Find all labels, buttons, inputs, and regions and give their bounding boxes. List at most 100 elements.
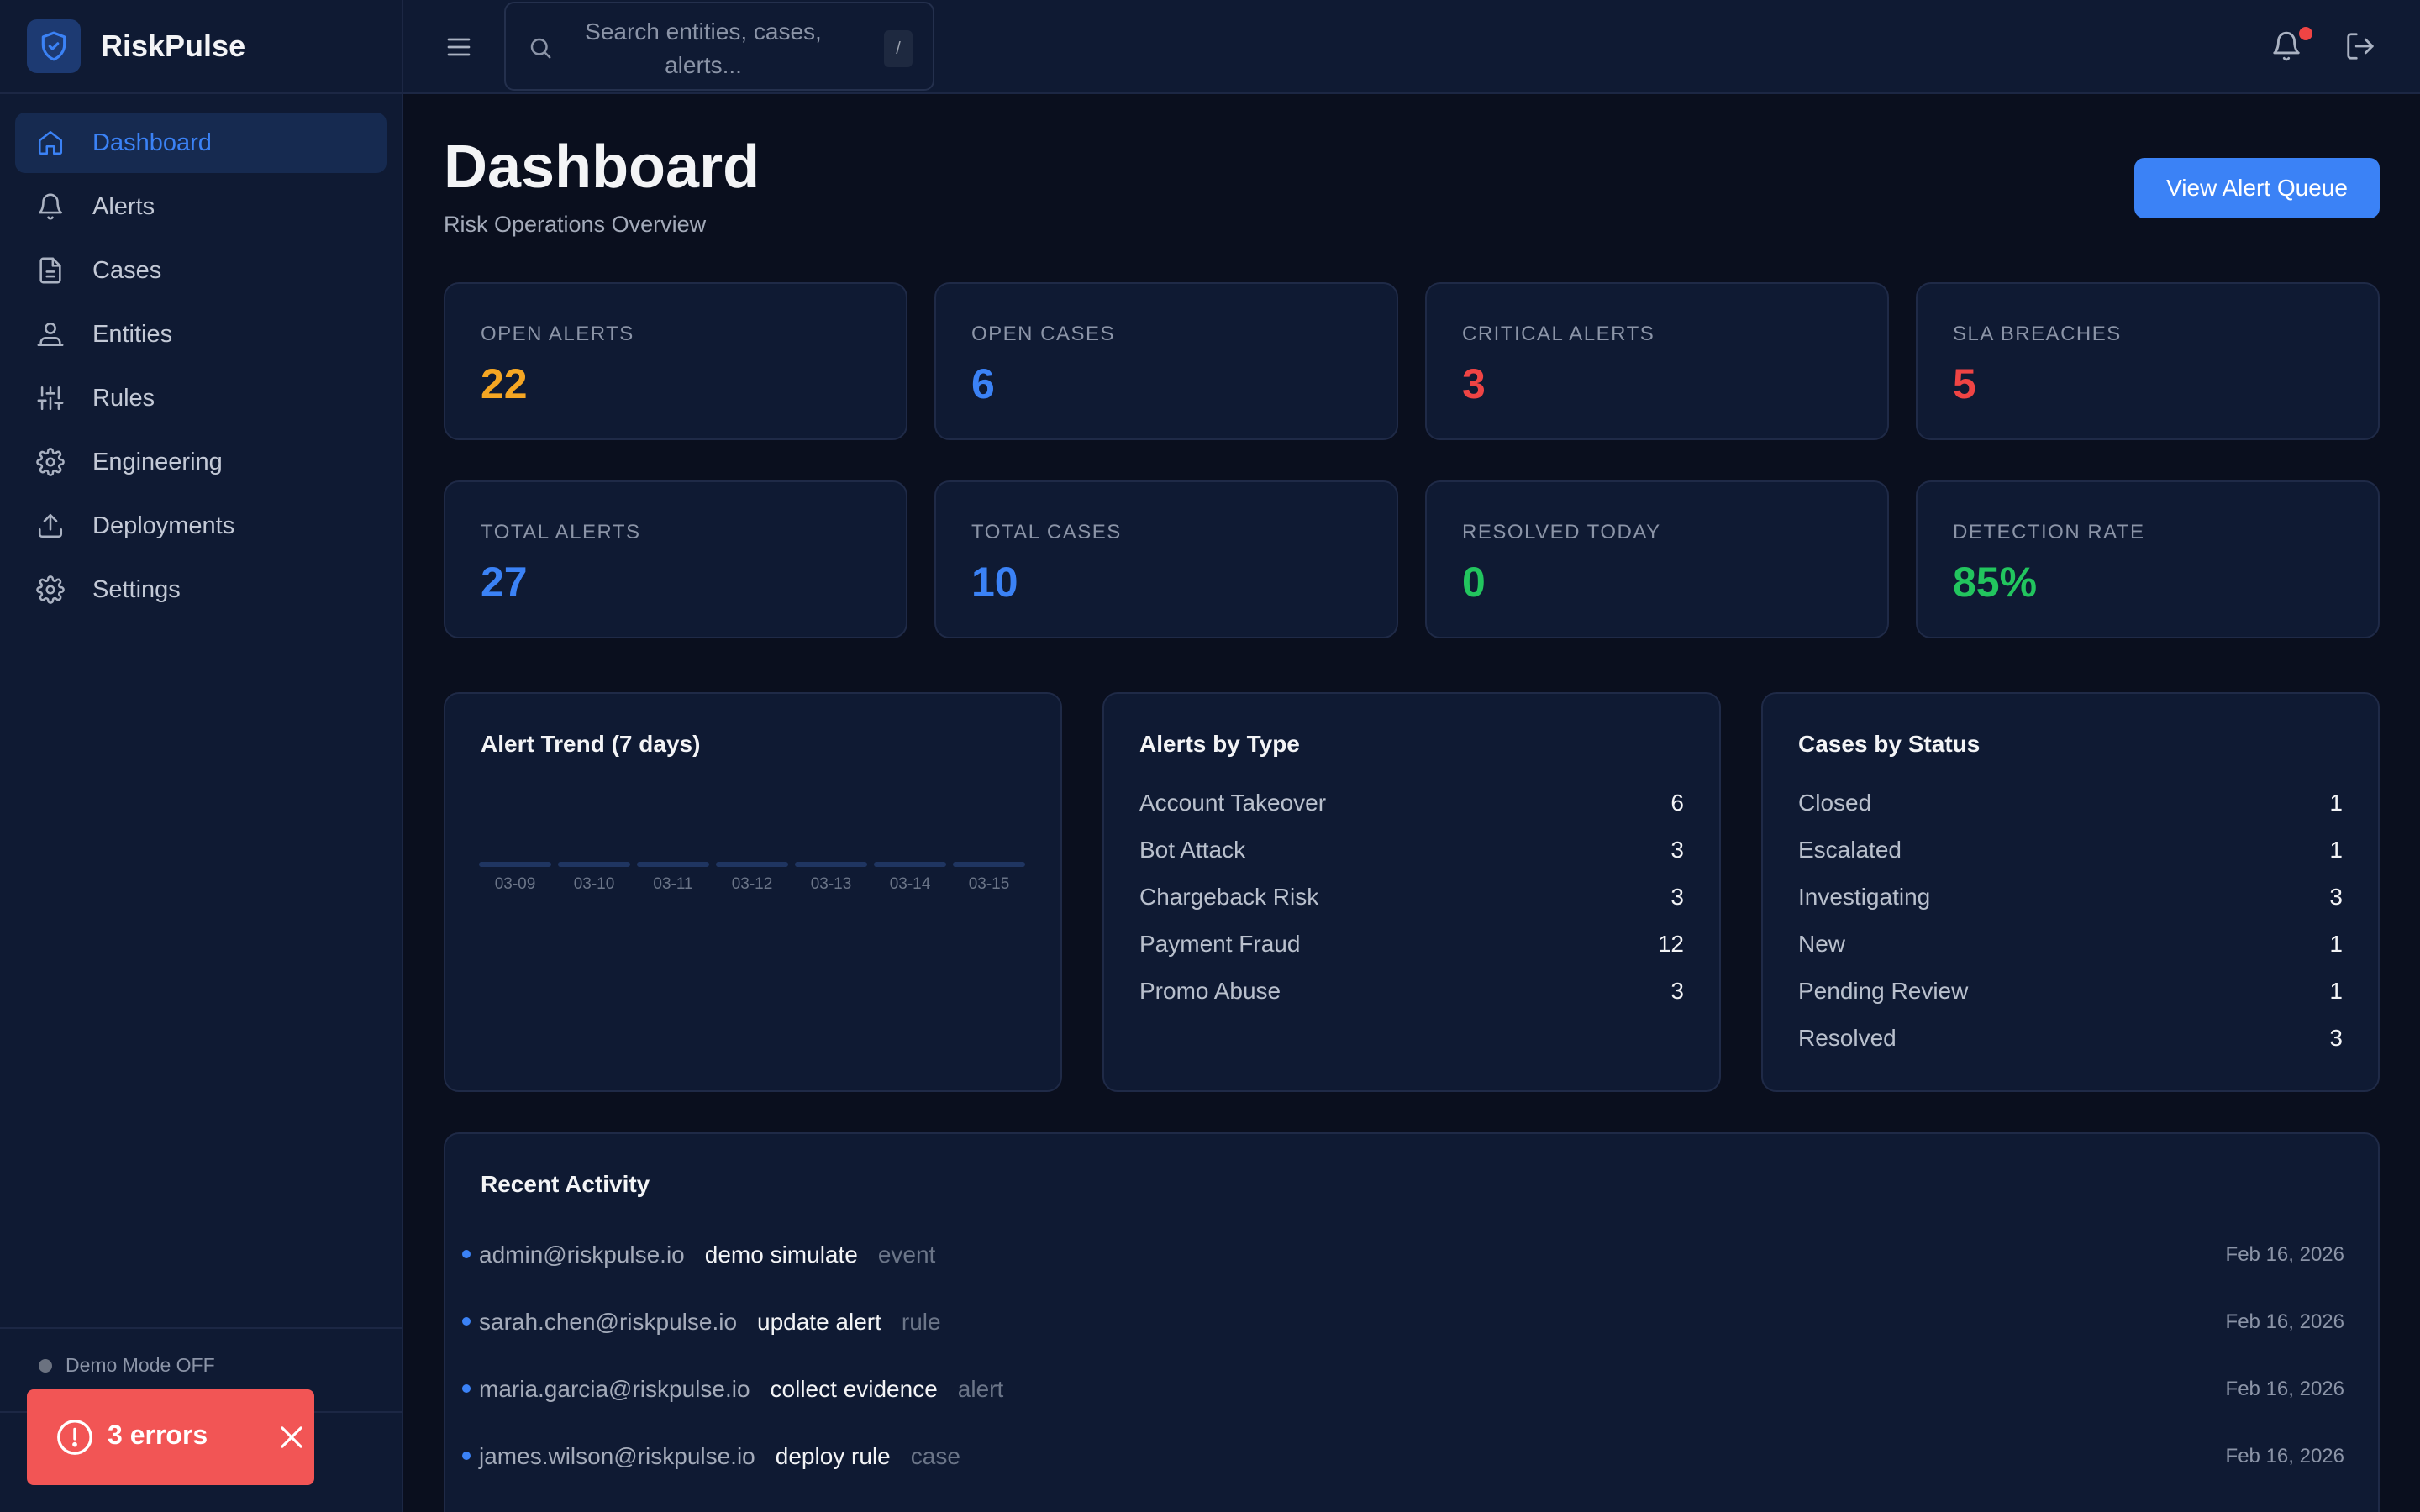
item-label: Pending Review (1798, 978, 1969, 1004)
view-alert-queue-button[interactable]: View Alert Queue (2134, 158, 2380, 218)
gear-icon (35, 575, 66, 605)
stat-label: OPEN ALERTS (481, 323, 634, 345)
list-item: New 1 (1798, 931, 2343, 964)
trend-day-label: 03-11 (653, 875, 693, 893)
stat-card-open-alerts[interactable]: OPEN ALERTS 22 (444, 282, 908, 440)
activity-action: deploy rule (775, 1443, 891, 1469)
item-count: 3 (2329, 884, 2343, 910)
trend-bar (479, 862, 551, 867)
topbar: Search entities, cases, alerts... / (403, 0, 2420, 94)
panel-title: Recent Activity (481, 1171, 650, 1197)
logout-icon[interactable] (2344, 30, 2378, 64)
sliders-icon (35, 383, 66, 413)
item-count: 12 (1657, 931, 1684, 957)
error-toast[interactable]: 3 errors (27, 1389, 314, 1485)
demo-mode-toggle[interactable]: Demo Mode OFF (39, 1354, 215, 1377)
stat-label: CRITICAL ALERTS (1462, 323, 1655, 345)
sidebar-item-label: Cases (92, 256, 162, 284)
activity-row[interactable]: maria.garcia@riskpulse.io collect eviden… (462, 1371, 2344, 1408)
activity-type: case (910, 1443, 960, 1469)
list-item: Escalated 1 (1798, 837, 2343, 870)
item-label: Payment Fraud (1139, 931, 1301, 957)
alerts-by-type-panel: Alerts by Type Account Takeover 6 Bot At… (1102, 692, 1721, 1092)
activity-user: maria.garcia@riskpulse.io (479, 1376, 750, 1402)
stat-card-critical-alerts[interactable]: CRITICAL ALERTS 3 (1425, 282, 1889, 440)
item-count: 6 (1670, 790, 1684, 816)
sidebar-item-label: Deployments (92, 512, 235, 539)
notification-badge (2299, 27, 2312, 40)
stat-card-open-cases[interactable]: OPEN CASES 6 (934, 282, 1398, 440)
stat-card-total-alerts[interactable]: TOTAL ALERTS 27 (444, 480, 908, 638)
activity-row[interactable]: james.wilson@riskpulse.io deploy rule ca… (462, 1438, 2344, 1475)
page-title: Dashboard (444, 134, 760, 201)
trend-day-label: 03-10 (573, 875, 615, 893)
stat-card-sla-breaches[interactable]: SLA BREACHES 5 (1916, 282, 2380, 440)
stat-card-resolved-today[interactable]: RESOLVED TODAY 0 (1425, 480, 1889, 638)
stat-label: TOTAL ALERTS (481, 521, 641, 543)
close-icon[interactable] (276, 1421, 308, 1457)
recent-activity-panel: Recent Activity (444, 1132, 2380, 1512)
stat-card-detection-rate[interactable]: DETECTION RATE 85% (1916, 480, 2380, 638)
item-label: Closed (1798, 790, 1872, 816)
item-label: Chargeback Risk (1139, 884, 1319, 910)
sidebar-item-alerts[interactable]: Alerts (15, 176, 387, 237)
bell-icon (35, 192, 66, 222)
activity-date: Feb 16, 2026 (2225, 1445, 2344, 1467)
activity-user: admin@riskpulse.io (479, 1242, 685, 1268)
alert-circle-icon (55, 1418, 94, 1461)
panel-title: Alert Trend (7 days) (481, 731, 701, 757)
item-count: 3 (1670, 837, 1684, 863)
trend-day-label: 03-15 (968, 875, 1010, 893)
activity-row[interactable]: admin@riskpulse.io demo simulate event F… (462, 1236, 2344, 1273)
item-label: Promo Abuse (1139, 978, 1281, 1004)
page-subtitle: Risk Operations Overview (444, 212, 707, 237)
sidebar-item-rules[interactable]: Rules (15, 368, 387, 428)
sidebar-item-entities[interactable]: Entities (15, 304, 387, 365)
upload-icon (35, 511, 66, 541)
activity-row[interactable]: sarah.chen@riskpulse.io update alert rul… (462, 1304, 2344, 1341)
cases-by-status-panel: Cases by Status Closed 1 Escalated 1 Inv… (1761, 692, 2380, 1092)
activity-user: james.wilson@riskpulse.io (479, 1443, 755, 1469)
sidebar-item-label: Engineering (92, 448, 223, 475)
stat-value: 3 (1462, 360, 1486, 407)
search-shortcut-key: / (884, 30, 913, 67)
trend-bar (795, 862, 867, 867)
home-icon (35, 128, 66, 158)
menu-icon[interactable] (444, 32, 474, 62)
sidebar-item-settings[interactable]: Settings (15, 559, 387, 620)
activity-action: update alert (757, 1309, 881, 1335)
sidebar-nav: Dashboard Alerts Cases Entities Rules (0, 94, 402, 642)
search-input[interactable]: Search entities, cases, alerts... / (504, 2, 934, 91)
trend-bar (637, 862, 709, 867)
item-label: Resolved (1798, 1025, 1897, 1051)
search-icon (528, 35, 553, 65)
trend-day-label: 03-14 (889, 875, 931, 893)
users-icon (35, 319, 66, 349)
item-count: 1 (2329, 837, 2343, 863)
stat-label: RESOLVED TODAY (1462, 521, 1661, 543)
item-count: 3 (1670, 884, 1684, 910)
document-icon (35, 255, 66, 286)
item-count: 1 (2329, 978, 2343, 1004)
alert-trend-panel: Alert Trend (7 days) (444, 692, 1062, 1092)
sidebar-item-deployments[interactable]: Deployments (15, 496, 387, 556)
list-item: Pending Review 1 (1798, 978, 2343, 1011)
activity-date: Feb 16, 2026 (2225, 1310, 2344, 1333)
notifications-bell-icon[interactable] (2270, 30, 2304, 64)
bullet-dot (462, 1452, 471, 1460)
sidebar-item-label: Settings (92, 575, 181, 603)
item-label: Investigating (1798, 884, 1931, 910)
stat-label: OPEN CASES (971, 323, 1116, 345)
sidebar-item-cases[interactable]: Cases (15, 240, 387, 301)
sidebar-item-label: Dashboard (92, 129, 212, 156)
bullet-dot (462, 1317, 471, 1326)
activity-type: event (877, 1242, 936, 1268)
sidebar-item-dashboard[interactable]: Dashboard (15, 113, 387, 173)
stat-value: 6 (971, 360, 995, 407)
sidebar: RiskPulse Dashboard Alerts Cases Entitie… (0, 0, 403, 1512)
sidebar-item-engineering[interactable]: Engineering (15, 432, 387, 492)
list-item: Bot Attack 3 (1139, 837, 1684, 870)
item-count: 1 (2329, 931, 2343, 957)
stat-card-total-cases[interactable]: TOTAL CASES 10 (934, 480, 1398, 638)
item-count: 3 (2329, 1025, 2343, 1051)
